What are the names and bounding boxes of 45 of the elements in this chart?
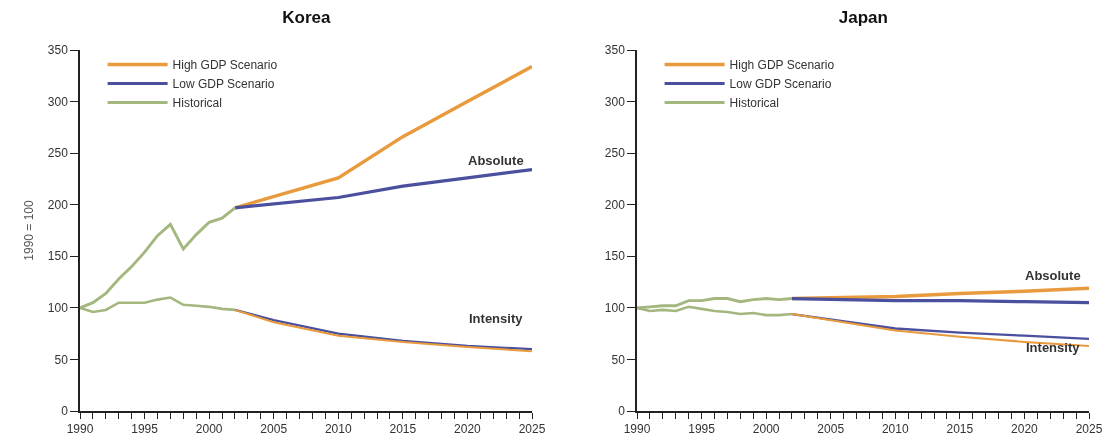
x-tick-label: 2005	[260, 422, 288, 437]
y-tick-label: 300	[604, 94, 626, 109]
x-tick-label: 2010	[881, 422, 909, 437]
x-tick-label: 2020	[1011, 422, 1039, 437]
x-tick-label: 2000	[195, 422, 223, 437]
annotation: Absolute	[1025, 268, 1081, 283]
x-tick-label: 2025	[1075, 422, 1103, 437]
chart-title: Japan	[838, 7, 888, 27]
x-tick-label: 2010	[324, 422, 352, 437]
legend-label: High GDP Scenario	[172, 58, 278, 73]
legend-label: Historical	[172, 96, 222, 111]
x-tick-label: 1995	[688, 422, 716, 437]
y-tick-label: 350	[604, 43, 626, 58]
x-tick-label: 1995	[131, 422, 159, 437]
y-axis-title: 1990 = 100	[21, 199, 36, 261]
y-tick-label: 150	[604, 249, 626, 264]
legend-label: Historical	[729, 96, 779, 111]
x-tick-label: 2020	[454, 422, 482, 437]
y-tick-label: 100	[604, 301, 626, 316]
annotation: Absolute	[468, 153, 524, 168]
x-tick-label: 2025	[518, 422, 546, 437]
y-tick-label: 0	[618, 404, 626, 419]
x-tick-label: 2005	[817, 422, 845, 437]
x-tick-label: 2000	[752, 422, 780, 437]
y-tick-label: 150	[47, 249, 69, 264]
y-tick-label: 200	[604, 197, 626, 212]
y-tick-label: 350	[47, 43, 69, 58]
legend-label: High GDP Scenario	[729, 58, 835, 73]
legend-label: Low GDP Scenario	[729, 77, 832, 92]
x-tick-label: 2015	[946, 422, 974, 437]
y-tick-label: 0	[61, 404, 69, 419]
chart-title: Korea	[282, 7, 331, 27]
y-tick-label: 100	[47, 301, 69, 316]
y-tick-label: 250	[604, 146, 626, 161]
x-tick-label: 2015	[389, 422, 417, 437]
y-tick-label: 200	[47, 197, 69, 212]
annotation: Intensity	[469, 311, 524, 326]
y-tick-label: 50	[54, 352, 69, 367]
annotation: Intensity	[1026, 340, 1081, 355]
x-tick-label: 1990	[623, 422, 651, 437]
x-tick-label: 1990	[66, 422, 94, 437]
legend-label: Low GDP Scenario	[172, 77, 275, 92]
y-tick-label: 250	[47, 146, 69, 161]
y-tick-label: 300	[47, 94, 69, 109]
y-tick-label: 50	[611, 352, 626, 367]
